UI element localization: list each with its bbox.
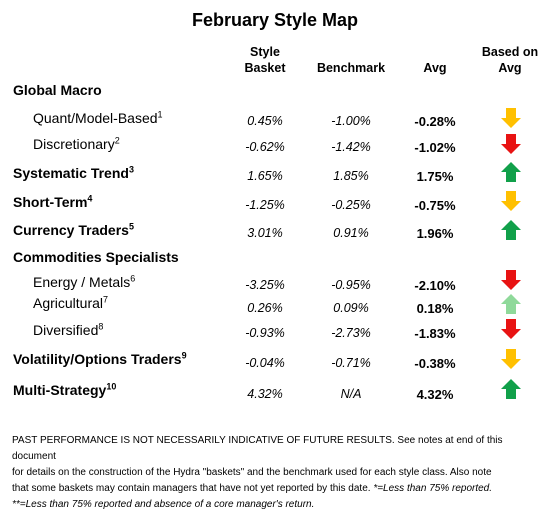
style-basket-value: 4.32% [247, 387, 283, 401]
avg-value: -0.28% [414, 114, 456, 129]
row-label-currency-traders: Currency Traders5 [13, 221, 134, 238]
benchmark-value: 1.85% [333, 169, 369, 183]
avg-value: -2.10% [414, 278, 456, 293]
style-basket-value: 3.01% [247, 226, 283, 240]
avg-value: 4.32% [416, 387, 454, 402]
row-label-agricultural: Agricultural7 [33, 294, 109, 311]
header-based-on-line1: Based on [481, 45, 539, 59]
row-label-quant: Quant/Model-Based1 [33, 109, 163, 126]
header-avg: Avg [423, 61, 447, 75]
arrow-down-icon [501, 270, 521, 290]
avg-value: -1.02% [414, 140, 456, 155]
disclaimer-footer: PAST PERFORMANCE IS NOT NECESSARILY INDI… [12, 433, 542, 513]
arrow-up-icon [501, 379, 521, 399]
benchmark-value: N/A [340, 387, 362, 401]
arrow-up-icon [501, 294, 521, 314]
benchmark-value: 0.09% [333, 301, 369, 315]
arrow-down-icon [501, 134, 521, 154]
benchmark-value: -2.73% [331, 326, 371, 340]
footer-line-1: PAST PERFORMANCE IS NOT NECESSARILY INDI… [12, 435, 503, 462]
footer-line-4: **=Less than 75% reported and absence of… [12, 499, 315, 510]
style-basket-value: -0.93% [245, 326, 285, 340]
footer-line-2: for details on the construction of the H… [12, 467, 492, 478]
style-basket-value: -1.25% [245, 198, 285, 212]
footer-line-3: that some baskets may contain managers t… [12, 483, 493, 494]
benchmark-value: -0.95% [331, 278, 371, 292]
avg-value: 1.75% [416, 169, 454, 184]
header-based-on-avg: Based on Avg [470, 44, 550, 76]
avg-value: -1.83% [414, 326, 456, 341]
avg-value: 0.18% [416, 301, 454, 316]
arrow-down-icon [501, 108, 521, 128]
header-style-basket-line2: Basket [244, 61, 286, 75]
header-benchmark: Benchmark [316, 61, 386, 75]
header-based-on-line2: Avg [498, 61, 522, 75]
arrow-up-icon [501, 220, 521, 240]
benchmark-value: -0.71% [331, 356, 371, 370]
style-basket-value: 0.45% [247, 114, 283, 128]
row-label-short-term: Short-Term4 [13, 193, 93, 210]
benchmark-value: -1.42% [331, 140, 371, 154]
row-label-systematic-trend: Systematic Trend3 [13, 164, 134, 181]
avg-value: -0.38% [414, 356, 456, 371]
row-label-volatility-options: Volatility/Options Traders9 [13, 350, 187, 367]
arrow-down-icon [501, 191, 521, 211]
arrow-down-icon [501, 349, 521, 369]
page-title: February Style Map [191, 10, 359, 30]
arrow-down-icon [501, 319, 521, 339]
row-label-multi-strategy: Multi-Strategy10 [13, 381, 117, 398]
benchmark-value: 0.91% [333, 226, 369, 240]
style-basket-value: -3.25% [245, 278, 285, 292]
avg-value: -0.75% [414, 198, 456, 213]
row-label-commodities-specialists: Commodities Specialists [13, 249, 179, 265]
style-basket-value: -0.04% [245, 356, 285, 370]
benchmark-value: -1.00% [331, 114, 371, 128]
header-style-basket-line1: Style [250, 45, 280, 59]
header-style-basket: Style Basket [230, 44, 300, 76]
row-label-discretionary: Discretionary2 [33, 135, 120, 152]
style-basket-value: 0.26% [247, 301, 283, 315]
row-label-diversified: Diversified8 [33, 321, 104, 338]
style-basket-value: 1.65% [247, 169, 283, 183]
row-label-energy-metals: Energy / Metals6 [33, 273, 136, 290]
row-label-global-macro: Global Macro [13, 82, 102, 98]
avg-value: 1.96% [416, 226, 454, 241]
style-basket-value: -0.62% [245, 140, 285, 154]
arrow-up-icon [501, 162, 521, 182]
benchmark-value: -0.25% [331, 198, 371, 212]
